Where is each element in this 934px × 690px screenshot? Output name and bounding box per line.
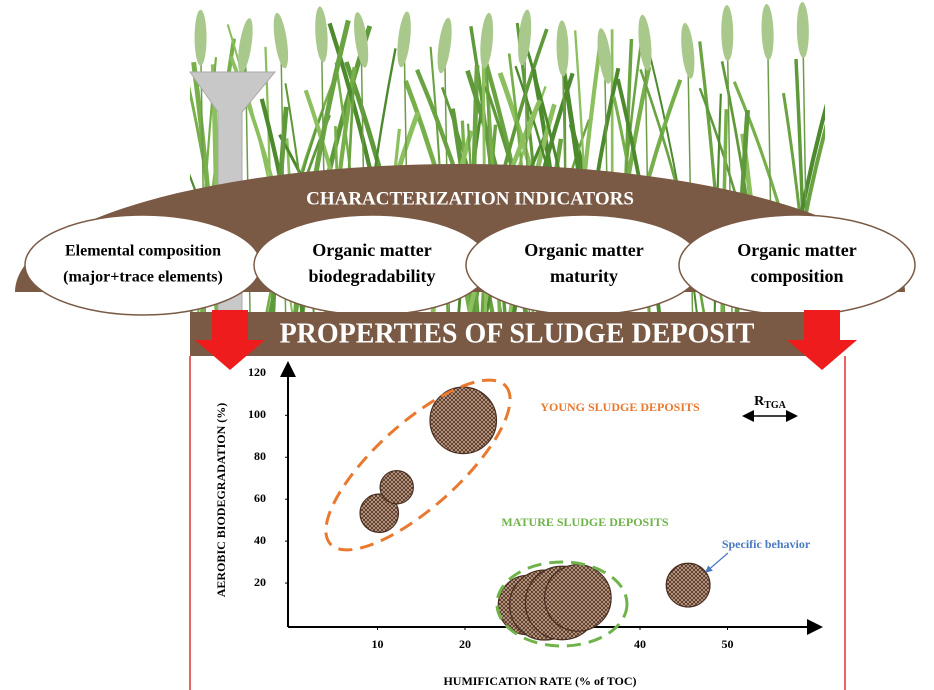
rtga-label: RTGA [754, 394, 787, 411]
bubble [429, 386, 498, 455]
chart-border [189, 356, 846, 690]
indicator-text: maturity [550, 266, 618, 286]
x-axis-label: HUMIFICATION RATE (% of TOC) [443, 674, 636, 688]
seed-head [597, 28, 612, 84]
bubble [359, 493, 400, 534]
indicator-ellipse [24, 214, 262, 316]
indicator-ellipse [465, 214, 703, 316]
seed-head [721, 5, 734, 62]
indicator-text: Organic matter [737, 240, 856, 260]
indicator-text: biodegradability [308, 266, 435, 286]
indicator-text: Organic matter [312, 240, 431, 260]
seed-head [315, 6, 328, 63]
indicator-text: (major+trace elements) [63, 269, 223, 286]
indicator-text: Elemental composition [65, 243, 221, 260]
bubble [379, 470, 414, 505]
seed-head [480, 12, 494, 69]
seed-head [796, 2, 809, 58]
y-tick-label: 60 [254, 491, 266, 505]
mature-group-outline [495, 560, 629, 648]
young-group-outline [324, 378, 512, 552]
x-tick-label: 20 [459, 637, 471, 651]
seed-head [397, 11, 411, 68]
seed-head [638, 14, 652, 71]
rtga-sub: TGA [764, 400, 786, 411]
y-tick-label: 100 [248, 407, 266, 421]
seed-head [681, 22, 695, 79]
seed-head [273, 12, 289, 69]
bubble-chart: 10 20 40 50 20 40 60 80 100 120 HUMIFICATION RATE … [214, 361, 823, 688]
left-arrow [195, 310, 265, 370]
x-tick-label: 10 [372, 637, 384, 651]
seed-head [518, 9, 532, 66]
indicator-text: composition [750, 266, 843, 286]
y-tick-label: 120 [248, 365, 266, 379]
x-tick-label: 40 [634, 637, 646, 651]
indicator-ellipse [678, 214, 916, 316]
right-arrow [787, 310, 857, 370]
bubble [544, 564, 612, 632]
y-tick-label: 20 [254, 575, 266, 589]
banner [190, 312, 825, 356]
specific-label: Specific behavior [722, 537, 811, 551]
y-tick-label: 80 [254, 449, 266, 463]
seed-head [194, 9, 207, 66]
y-axis-label: AEROBIC BIODEGRADATION (%) [214, 403, 228, 597]
indicators: Elemental composition (major+trace elemen… [24, 214, 916, 316]
banner-text: PROPERTIES OF SLUDGE DEPOSIT [280, 318, 755, 349]
indicator-text: Organic matter [524, 240, 643, 260]
y-tick-label: 40 [254, 533, 266, 547]
bubble [665, 562, 711, 608]
seed-head [354, 12, 369, 68]
dome-title: CHARACTERIZATION INDICATORS [306, 188, 634, 209]
specific-pointer [705, 552, 729, 573]
rtga-main: R [754, 394, 765, 409]
seed-head [237, 18, 253, 74]
seed-head [437, 17, 452, 74]
seed-head [761, 4, 774, 60]
mature-label: MATURE SLUDGE DEPOSITS [501, 515, 668, 529]
young-label: YOUNG SLUDGE DEPOSITS [540, 400, 700, 414]
x-tick-label: 50 [722, 637, 734, 651]
indicator-ellipse [253, 214, 491, 316]
seed-head [556, 20, 569, 77]
